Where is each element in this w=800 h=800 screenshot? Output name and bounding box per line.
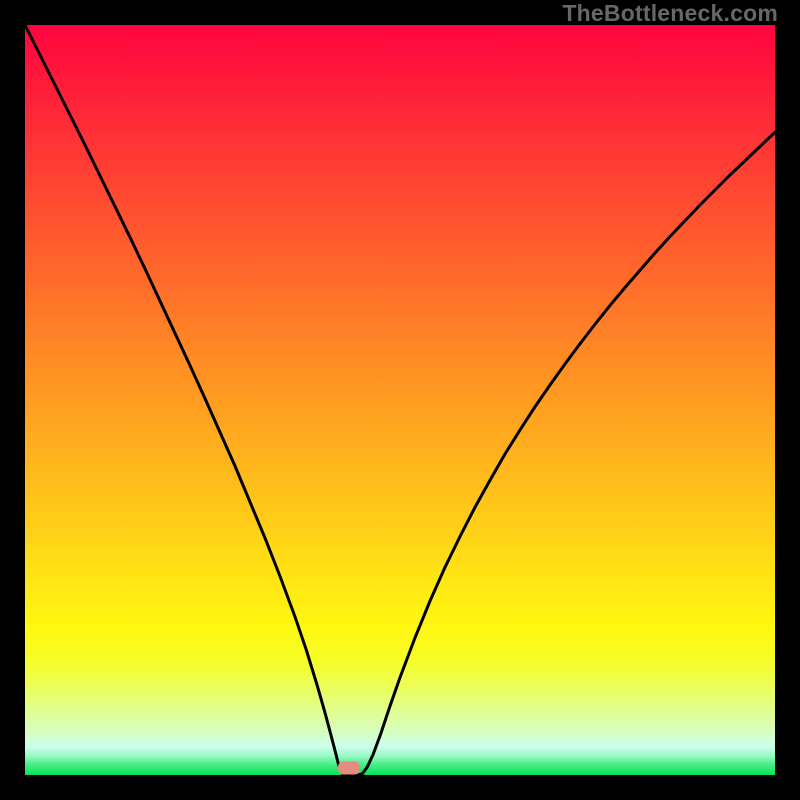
bottleneck-curve [25,25,775,775]
chart-frame: TheBottleneck.com [0,0,800,800]
watermark-text: TheBottleneck.com [562,0,778,27]
optimal-point-marker [338,761,360,774]
plot-area [25,25,775,775]
